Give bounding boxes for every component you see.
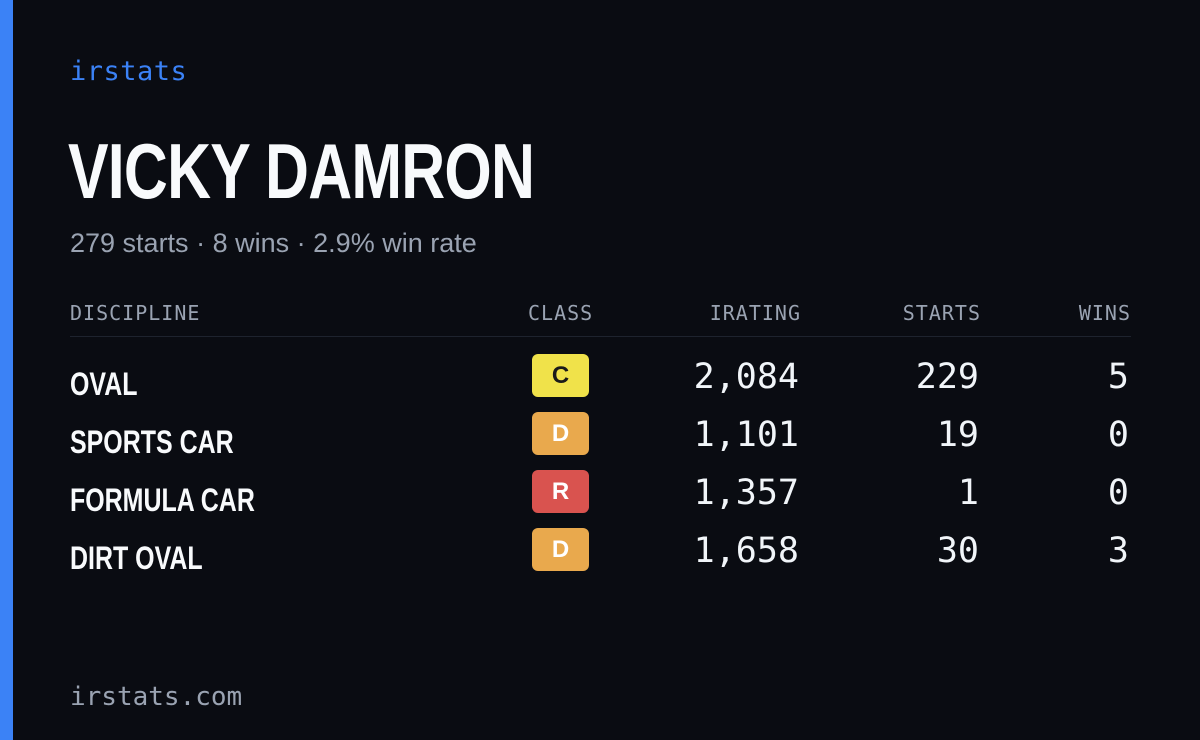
table-row: DIRT OVAL D 1,658 30 3 — [70, 528, 1131, 578]
separator: · — [196, 228, 206, 258]
wins-value: 0 — [1107, 415, 1129, 455]
starts-value: 19 — [936, 415, 979, 455]
irating-value: 1,101 — [693, 415, 799, 455]
discipline-name: OVAL — [70, 366, 138, 402]
class-badge: D — [532, 528, 589, 571]
class-badge: R — [532, 470, 589, 513]
table-header: DISCIPLINE CLASS IRATING STARTS WINS — [70, 300, 1131, 337]
wins-value: 5 — [1107, 357, 1129, 397]
starts-summary: 279 starts — [70, 228, 189, 258]
discipline-name: FORMULA CAR — [70, 482, 255, 518]
discipline-name: DIRT OVAL — [70, 540, 203, 576]
class-badge: D — [532, 412, 589, 455]
header-wins: WINS — [1078, 301, 1131, 325]
brand-logo: irstats — [70, 56, 188, 87]
starts-value: 229 — [915, 357, 979, 397]
discipline-name: SPORTS CAR — [70, 424, 234, 460]
header-irating: IRATING — [709, 301, 801, 325]
header-discipline: DISCIPLINE — [70, 301, 201, 325]
winrate-summary: 2.9% win rate — [313, 228, 477, 258]
wins-value: 0 — [1107, 473, 1129, 513]
footer-url[interactable]: irstats.com — [70, 682, 243, 712]
driver-name: VICKY DAMRON — [68, 127, 535, 215]
irating-value: 1,658 — [693, 531, 799, 571]
irating-value: 1,357 — [693, 473, 799, 513]
irating-value: 2,084 — [693, 357, 799, 397]
stats-table: DISCIPLINE CLASS IRATING STARTS WINS OVA… — [70, 300, 1131, 576]
header-class: CLASS — [528, 301, 594, 325]
wins-value: 3 — [1107, 531, 1129, 571]
wins-summary: 8 wins — [212, 228, 290, 258]
table-row: FORMULA CAR R 1,357 1 0 — [70, 470, 1131, 520]
header-starts: STARTS — [902, 301, 981, 325]
table-row: OVAL C 2,084 229 5 — [70, 354, 1131, 404]
starts-value: 1 — [957, 473, 979, 513]
driver-summary: 279 starts · 8 wins · 2.9% win rate — [70, 228, 477, 259]
table-row: SPORTS CAR D 1,101 19 0 — [70, 412, 1131, 462]
accent-bar — [0, 0, 13, 740]
starts-value: 30 — [936, 531, 979, 571]
class-badge: C — [532, 354, 589, 397]
separator: · — [296, 228, 306, 258]
